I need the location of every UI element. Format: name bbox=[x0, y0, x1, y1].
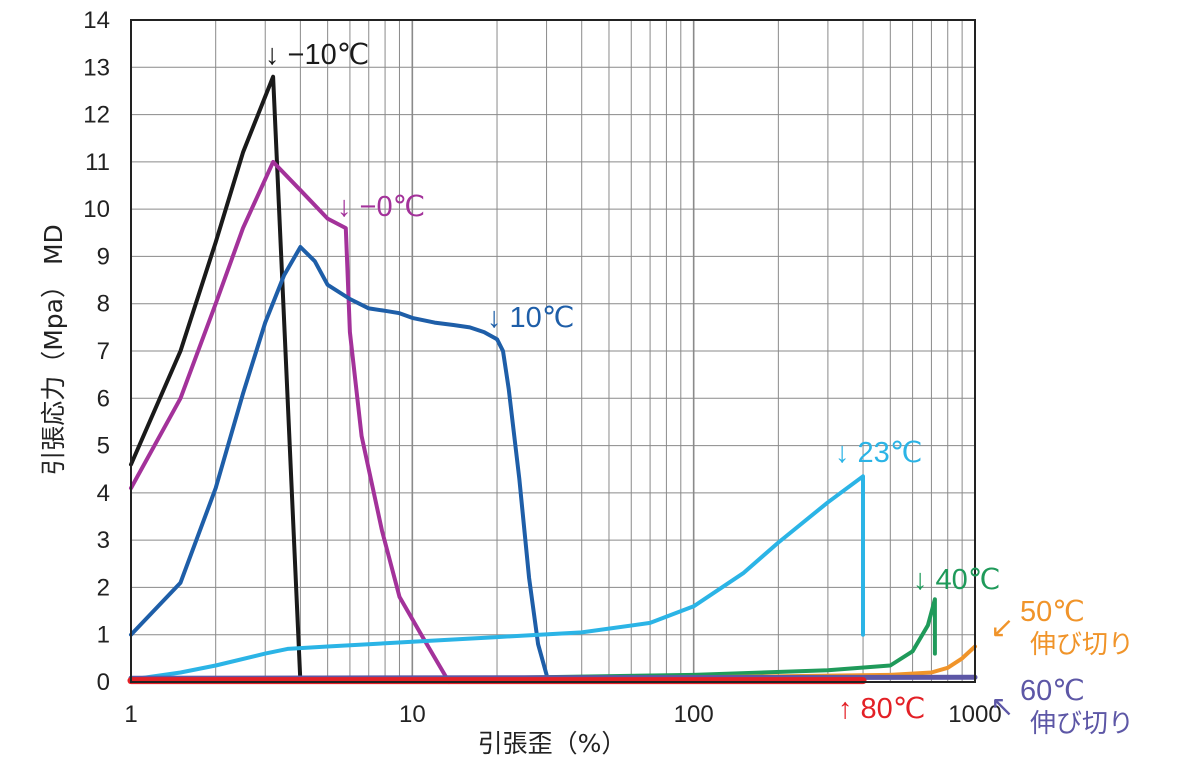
y-tick-label: 4 bbox=[97, 480, 110, 507]
series-line bbox=[129, 159, 451, 684]
x-tick-label: 1 bbox=[124, 701, 137, 728]
y-tick-label: 6 bbox=[97, 385, 110, 412]
annotation-arrow: ↙ bbox=[990, 612, 1014, 644]
y-tick-label: 9 bbox=[97, 243, 110, 270]
y-tick-label: 3 bbox=[97, 527, 110, 554]
annotation-label: ↓ −0℃ bbox=[337, 191, 425, 223]
x-tick-label: 10 bbox=[399, 701, 426, 728]
series-line bbox=[129, 74, 303, 684]
y-tick-label: 11 bbox=[85, 149, 110, 176]
annotation-label: ↓ 10℃ bbox=[487, 302, 574, 334]
annotation-label: ↓ −10℃ bbox=[265, 39, 369, 71]
annotation-label: ↑ 80℃ bbox=[838, 693, 925, 725]
annotation-label: 50℃ bbox=[1020, 596, 1085, 628]
annotation-label: ↓ 23℃ bbox=[835, 437, 922, 469]
annotation-sublabel: 伸び切り bbox=[1030, 709, 1134, 739]
y-tick-label: 2 bbox=[97, 574, 110, 601]
y-tick-label: 12 bbox=[83, 102, 110, 129]
annotation-label: ↓ 40℃ bbox=[913, 564, 1000, 596]
annotation-label: 60℃ bbox=[1020, 675, 1085, 707]
y-tick-label: 13 bbox=[83, 54, 110, 81]
y-tick-label: 5 bbox=[97, 433, 110, 460]
y-tick-label: 0 bbox=[97, 669, 110, 696]
x-tick-label: 100 bbox=[674, 701, 714, 728]
plot-frame bbox=[130, 19, 976, 683]
x-axis-label: 引張歪（%） bbox=[478, 729, 627, 758]
annotation-arrow: ↖ bbox=[990, 691, 1014, 723]
y-tick-label: 10 bbox=[83, 196, 110, 223]
x-tick-label: 1000 bbox=[948, 701, 1001, 728]
series-line bbox=[129, 474, 865, 682]
series-lines bbox=[127, 74, 978, 685]
y-tick-label: 14 bbox=[83, 7, 110, 34]
y-tick-label: 8 bbox=[97, 291, 110, 318]
y-tick-label: 7 bbox=[97, 338, 110, 365]
y-axis-label: 引張応力（Mpa） MD bbox=[39, 224, 68, 476]
series-line bbox=[129, 245, 549, 677]
x-tick-labels: 1 10 100 1000 bbox=[124, 701, 1001, 728]
y-tick-label: 1 bbox=[97, 622, 110, 649]
annotation-sublabel: 伸び切り bbox=[1030, 630, 1134, 660]
